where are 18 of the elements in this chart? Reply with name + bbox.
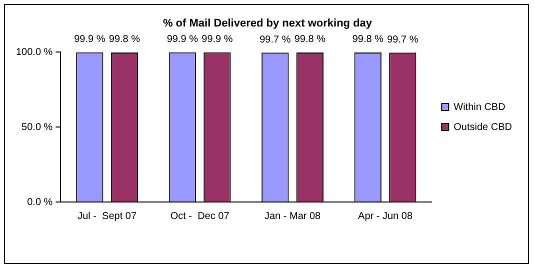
y-tick-label: 50.0 %	[22, 122, 53, 133]
y-tick-label: 100.0 %	[16, 46, 53, 58]
data-label: 99.9 %	[202, 34, 233, 46]
data-label: 99.7 %	[387, 34, 418, 46]
data-label: 99.9 %	[74, 34, 106, 46]
data-label: 99.9 %	[166, 34, 198, 46]
x-tick-label: Jan - Mar 08	[264, 210, 322, 222]
x-tick-label: Jul - Sept 07	[78, 210, 137, 222]
data-label: 99.7 %	[260, 34, 291, 46]
chart-title: % of Mail Delivered by next working day	[162, 18, 373, 30]
y-tick-label: 0.0 %	[27, 196, 53, 208]
x-tick-label: Oct - Dec 07	[170, 210, 230, 222]
legend-label: Outside CBD	[454, 122, 512, 133]
legend-label: Within CBD	[454, 102, 506, 113]
data-label: 99.8 %	[352, 34, 384, 46]
data-label: 99.8 %	[108, 34, 140, 46]
data-label: 99.8 %	[294, 34, 326, 46]
x-tick-label: Apr - Jun 08	[358, 210, 413, 222]
